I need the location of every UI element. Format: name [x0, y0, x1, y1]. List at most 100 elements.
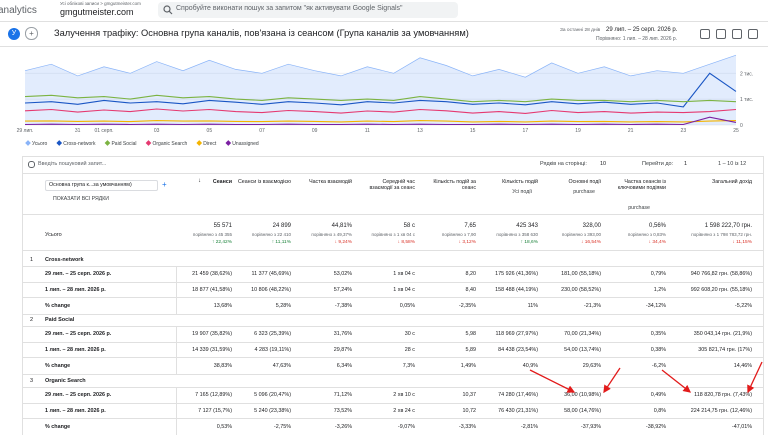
hline — [22, 214, 764, 215]
cell: 70,00 (21,34%) — [564, 331, 601, 337]
cell: 14 339 (31,59%) — [192, 346, 232, 353]
hline — [22, 387, 764, 388]
goto-input[interactable]: 1 — [684, 161, 688, 167]
total-value: 0,56% — [648, 223, 666, 229]
cell: 54,00 (13,74%) — [564, 346, 601, 353]
add-dimension[interactable]: + — [162, 180, 167, 189]
series-line — [24, 116, 737, 126]
column-header[interactable]: Кількість подій — [502, 179, 538, 185]
legend-label: Unassigned — [232, 141, 259, 147]
toolbar-icon[interactable] — [748, 29, 758, 39]
x-tick-label: 25 — [733, 128, 739, 134]
x-tick-label: 19 — [575, 128, 581, 134]
dimension-selector[interactable]: Основна група к...за умовчанням) — [45, 180, 158, 191]
metric-selector[interactable]: Усі події — [512, 189, 532, 195]
search-box[interactable] — [158, 2, 458, 18]
add-comparison[interactable]: + — [25, 27, 38, 40]
total-change: ↓ 8,58% — [397, 240, 415, 245]
x-tick-label: 29 лип. — [17, 128, 34, 134]
cell: 5,28% — [275, 303, 291, 309]
cell: 6,34% — [336, 363, 352, 369]
legend-label: Direct — [203, 141, 217, 147]
cell: 0,38% — [650, 346, 666, 353]
toolbar-icon[interactable] — [716, 29, 726, 39]
total-change: ↑ 22,42% — [211, 240, 232, 245]
column-header[interactable]: Середній час взаємодії за сеанс — [369, 179, 415, 192]
group-name: Organic Search — [45, 378, 86, 384]
column-header[interactable]: Частка сеансів із ключовими подіями — [617, 179, 666, 192]
cell: 28 с — [404, 346, 415, 353]
cell: 0,53% — [216, 424, 232, 430]
cell: 1 хв 04 с — [393, 271, 415, 277]
cell: 29,63% — [582, 363, 601, 369]
cell: 1,49% — [460, 363, 476, 369]
cell: 350 043,14 грн. (21,9%) — [693, 331, 752, 337]
search-icon — [163, 5, 173, 15]
hline — [22, 418, 764, 419]
cell: 11 377 (45,69%) — [251, 271, 291, 277]
column-header[interactable]: Частка взаємодій — [309, 179, 352, 185]
total-compare: порівняно з 393,00 — [561, 232, 601, 237]
cell: 7 127 (15,7%) — [198, 407, 232, 414]
series-line — [24, 120, 737, 123]
row-index: 3 — [30, 378, 34, 384]
total-value: 1 598 222,70 грн. — [704, 223, 752, 229]
cell: 118 969 (27,97%) — [495, 331, 538, 337]
arrow — [747, 361, 763, 394]
cell: -47,01% — [731, 424, 752, 430]
total-value: 328,00 — [582, 223, 601, 229]
cell: 5 096 (20,47%) — [254, 392, 291, 398]
column-header[interactable]: Сеанси із взаємодією — [237, 179, 291, 185]
group-name: Cross-network — [45, 257, 84, 263]
legend-label: Усього — [32, 141, 47, 147]
cell: 38,83% — [213, 363, 232, 369]
legend-swatch — [104, 140, 111, 146]
hline — [22, 250, 764, 251]
date-range[interactable]: 29 лип. – 25 серп. 2026 р. — [606, 27, 678, 33]
series-line — [24, 94, 737, 103]
show-all-rows[interactable]: ПОКАЗАТИ ВСІ РЯДКИ — [53, 196, 109, 202]
column-header[interactable]: Основні події — [568, 179, 601, 185]
cell: 76 430 (21,31%) — [498, 407, 538, 414]
hline — [22, 173, 764, 174]
table-search[interactable]: Введіть пошуковий запит... — [38, 161, 107, 167]
cell: 5,98 — [465, 331, 477, 337]
column-header[interactable]: Сеанси — [212, 179, 232, 185]
x-tick-label: 17 — [523, 128, 529, 134]
breadcrumb: Усі облікові записи > gmgutmeister.com — [60, 1, 141, 6]
row-label: % change — [45, 363, 71, 369]
cell: 118 820,78 грн. (7,43%) — [694, 392, 752, 398]
dimension-divider — [176, 298, 177, 314]
cell: 18 877 (41,58%) — [192, 286, 232, 293]
cell: -9,07% — [397, 424, 415, 430]
y-tick-label: 0 — [740, 123, 743, 129]
row-label: % change — [45, 424, 71, 430]
legend-swatch — [145, 140, 152, 146]
x-tick-label: 11 — [365, 128, 370, 134]
metric-selector[interactable]: purchase — [628, 205, 650, 211]
rows-select[interactable]: 10 — [600, 161, 607, 167]
legend-swatch — [25, 140, 31, 146]
toolbar-icon[interactable] — [700, 29, 710, 39]
property-selector[interactable]: gmgutmeister.com — [60, 7, 134, 17]
totals-label: Усього — [45, 232, 62, 238]
total-compare: порівняно з 358 630 — [496, 232, 538, 237]
area — [25, 55, 736, 126]
total-compare: порівняно з 1 798 783,72 грн. — [691, 232, 752, 237]
column-header[interactable]: Кількість подій за сеанс — [433, 179, 476, 192]
cell: -21,3% — [583, 303, 601, 309]
cell: -3,26% — [334, 424, 352, 430]
metric-selector[interactable]: purchase — [573, 189, 595, 195]
cell: 1 хв 04 с — [393, 286, 415, 293]
cell: 1,2% — [653, 286, 666, 293]
toolbar-icon[interactable] — [732, 29, 742, 39]
avatar[interactable]: У — [8, 28, 20, 40]
total-value: 425 343 — [516, 223, 538, 229]
x-tick-label: 01 серп. — [94, 128, 113, 134]
cell: 31,76% — [333, 331, 352, 337]
cell: 158 488 (44,19%) — [495, 286, 538, 293]
cell: 5,89 — [465, 346, 477, 353]
row-label: 1 лип. – 28 лип. 2026 р. — [45, 286, 106, 293]
column-header[interactable]: Загальний дохід — [712, 179, 752, 185]
